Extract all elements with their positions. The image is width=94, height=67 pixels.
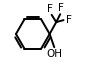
Text: F: F <box>58 3 64 13</box>
Text: OH: OH <box>47 49 63 58</box>
Text: F: F <box>66 15 72 25</box>
Text: F: F <box>47 3 53 14</box>
